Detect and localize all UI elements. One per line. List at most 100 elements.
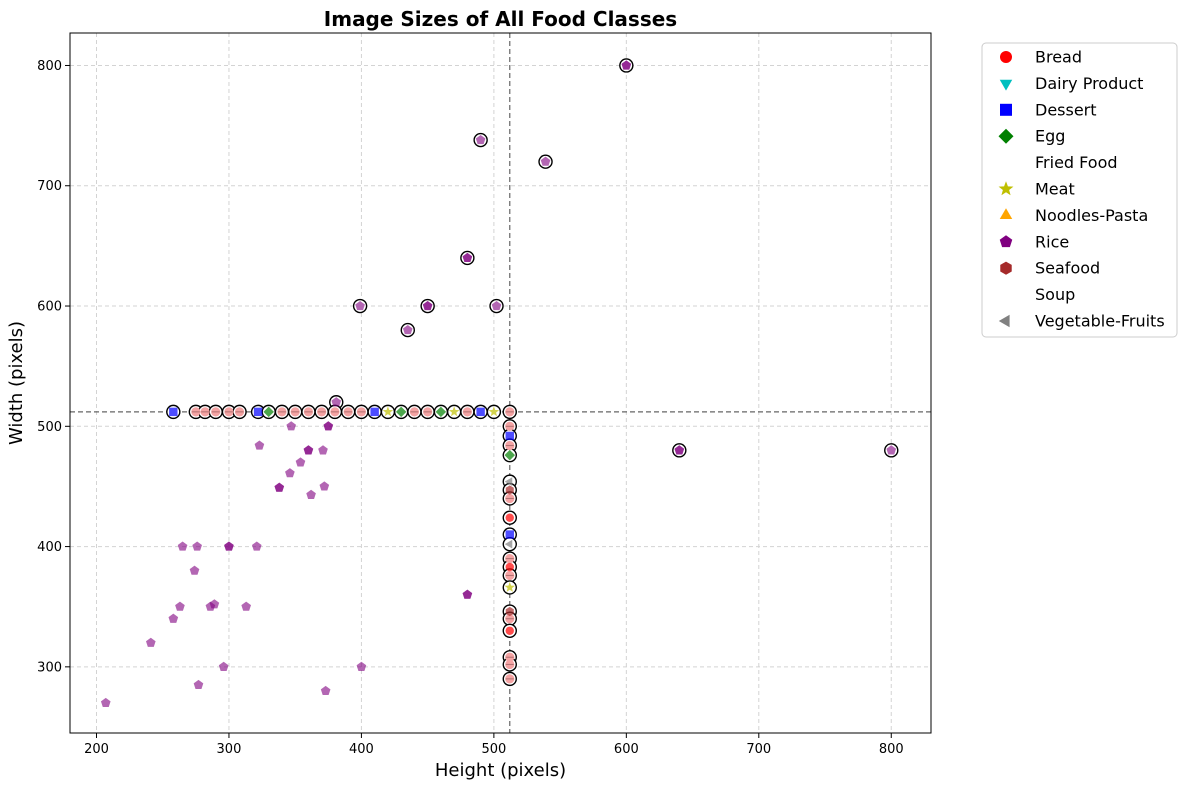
- legend-entry-label: Rice: [1035, 232, 1069, 251]
- point-rice-overlap: [674, 445, 685, 455]
- point-rice: [100, 697, 111, 708]
- point-dessert: [505, 431, 514, 441]
- point-meat: [448, 406, 460, 417]
- point-rice: [218, 661, 229, 671]
- point-rice: [175, 601, 185, 611]
- legend: Bread Dairy Product Dessert Egg Fried Food Me…: [981, 42, 1178, 338]
- x-tick-label: 200: [84, 742, 109, 757]
- grid-lines: [70, 33, 931, 733]
- x-tick-label: 500: [481, 742, 506, 757]
- legend-marker-egg: [998, 128, 1014, 144]
- point-rice-overlap: [422, 300, 433, 311]
- y-tick-label: 300: [37, 660, 62, 675]
- y-tick-label: 500: [37, 420, 62, 435]
- point-rice: [356, 661, 367, 671]
- x-axis-label: Height (pixels): [435, 760, 566, 781]
- y-tick-label: 400: [37, 540, 62, 555]
- point-meat: [488, 406, 500, 417]
- point-rice-overlap: [303, 445, 314, 455]
- legend-marker-bread: [1000, 51, 1012, 63]
- legend-entry-label: Dairy Product: [1035, 74, 1143, 93]
- point-dessert: [169, 407, 178, 417]
- axis-ticks: 200 300 400 500 600 700 800 300 400 500 600 700 800: [37, 59, 904, 757]
- legend-marker-meat: [998, 181, 1014, 196]
- point-bread: [505, 562, 514, 572]
- reference-lines: [70, 33, 931, 733]
- point-rice: [192, 541, 202, 551]
- point-vegetable-fruits: [504, 539, 513, 549]
- point-rice: [319, 481, 330, 491]
- legend-marker-dairy-product: [999, 79, 1013, 91]
- point-rice-overlap: [323, 421, 334, 431]
- point-egg: [504, 449, 516, 461]
- point-rice-overlap: [621, 60, 632, 70]
- x-tick-label: 400: [349, 742, 374, 757]
- y-tick-label: 700: [37, 179, 62, 194]
- point-rice: [402, 325, 413, 335]
- point-bread: [505, 513, 514, 522]
- point-rice: [320, 685, 331, 695]
- point-rice: [886, 445, 897, 455]
- point-vegetable-fruits: [504, 477, 513, 486]
- point-rice-overlap: [462, 589, 473, 599]
- legend-entry-label: Fried Food: [1035, 153, 1118, 172]
- legend-entry-label: Dessert: [1035, 100, 1097, 119]
- point-rice: [189, 565, 200, 575]
- legend-marker-rice: [999, 235, 1013, 248]
- point-rice: [540, 156, 551, 166]
- point-rice: [286, 421, 297, 431]
- point-seafood: [505, 606, 514, 617]
- point-egg: [435, 406, 447, 418]
- point-seafood: [505, 485, 514, 495]
- x-tick-label: 800: [879, 742, 904, 757]
- point-rice-overlap: [224, 541, 234, 551]
- legend-entry-label: Seafood: [1035, 259, 1100, 278]
- plot-area-frame: [69, 32, 932, 734]
- point-rice: [318, 445, 328, 455]
- point-rice: [254, 440, 265, 450]
- point-rice: [251, 541, 262, 551]
- legend-marker-seafood: [1000, 261, 1012, 275]
- point-egg: [263, 406, 274, 418]
- legend-entry-label: Vegetable-Fruits: [1035, 312, 1165, 331]
- point-rice: [241, 601, 251, 611]
- point-dessert: [370, 407, 379, 417]
- point-meat: [504, 582, 515, 592]
- point-rice: [331, 397, 342, 407]
- legend-box: [981, 42, 1178, 338]
- y-axis-label: Width (pixels): [6, 321, 27, 445]
- legend-marker-dessert: [1000, 103, 1012, 116]
- point-dessert: [253, 407, 263, 417]
- point-rice: [306, 489, 316, 499]
- legend-marker-noodles-pasta: [999, 208, 1013, 219]
- x-tick-label: 300: [217, 742, 242, 757]
- point-rice: [205, 601, 216, 611]
- legend-entry-label: Bread: [1035, 48, 1082, 67]
- point-meat: [382, 406, 394, 417]
- point-dessert: [505, 530, 514, 539]
- legend-entry-label: Meat: [1035, 180, 1075, 199]
- point-rice: [177, 541, 188, 551]
- point-rice: [355, 300, 365, 311]
- chart-title: Image Sizes of All Food Classes: [324, 7, 677, 31]
- legend-entry-label: Soup: [1035, 285, 1075, 304]
- y-tick-label: 600: [37, 300, 62, 315]
- point-bread: [505, 626, 514, 635]
- point-rice: [295, 457, 306, 467]
- x-tick-label: 700: [746, 742, 771, 757]
- point-rice-overlap: [462, 252, 473, 263]
- legend-marker-vegetable-fruits: [998, 314, 1010, 328]
- point-rice: [285, 468, 295, 478]
- point-dessert: [476, 407, 485, 417]
- legend-entry-label: Egg: [1035, 127, 1065, 146]
- point-rice: [145, 637, 156, 647]
- legend-entry-label: Noodles-Pasta: [1035, 206, 1148, 225]
- point-rice: [193, 679, 204, 689]
- point-rice: [475, 134, 486, 145]
- point-rice: [491, 300, 502, 311]
- data-points: [100, 58, 899, 708]
- x-tick-label: 600: [614, 742, 639, 757]
- point-rice: [168, 613, 179, 623]
- y-tick-label: 800: [37, 59, 62, 74]
